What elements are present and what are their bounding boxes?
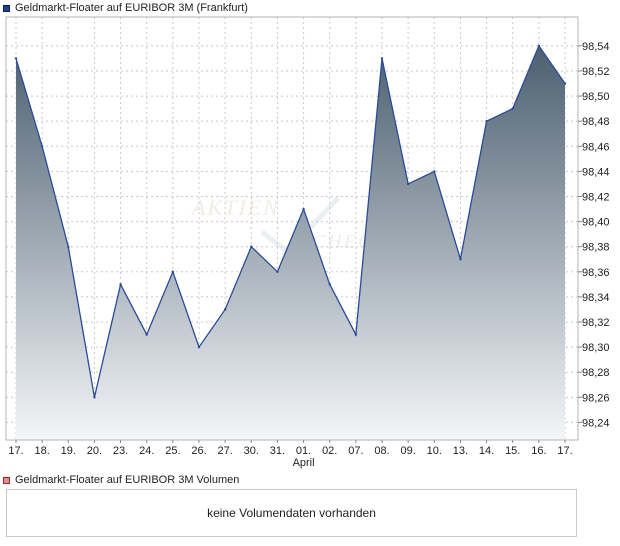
y-tick-label: 98,26: [582, 392, 610, 404]
legend-price-swatch: [3, 4, 10, 12]
x-tick-label: 17.: [8, 445, 23, 457]
price-point: [563, 82, 567, 85]
price-point: [276, 270, 279, 274]
price-point: [119, 283, 122, 286]
price-point: [328, 283, 331, 286]
y-tick-label: 98,28: [582, 367, 610, 379]
price-point: [485, 119, 488, 123]
price-point: [40, 145, 44, 148]
legend-volume-label: Geldmarkt-Floater auf EURIBOR 3M Volumen: [15, 474, 240, 486]
watermark-text-1: AKTIEN: [190, 195, 280, 220]
price-point: [537, 44, 541, 48]
price-chart: AKTIEN CHECK 98,2498,2698,2898,3098,3298…: [5, 16, 610, 469]
y-tick-label: 98,48: [582, 116, 610, 128]
y-tick-label: 98,40: [582, 217, 610, 229]
y-tick-label: 98,54: [582, 41, 610, 53]
x-tick-label: 23.: [113, 445, 128, 457]
price-point: [67, 245, 70, 248]
x-tick-label: 17.: [557, 445, 572, 457]
price-point: [14, 57, 18, 60]
x-tick-label: 30.: [244, 445, 259, 457]
price-area: [16, 45, 565, 440]
x-tick-label: 24.: [139, 445, 154, 457]
x-tick-label: 31.: [270, 445, 285, 457]
x-tick-label: 20.: [87, 445, 102, 457]
y-tick-label: 98,46: [582, 141, 610, 153]
price-point: [302, 207, 305, 211]
price-point: [223, 308, 227, 311]
legend-price: Geldmarkt-Floater auf EURIBOR 3M (Frankf…: [3, 2, 248, 14]
x-tick-label: 25.: [165, 445, 180, 457]
x-tick-label: 26.: [191, 445, 206, 457]
x-tick-label: 15.: [505, 445, 520, 457]
x-month-label: April: [293, 457, 315, 469]
x-tick-label: 14.: [479, 445, 494, 457]
price-point: [197, 345, 201, 349]
legend-price-label: Geldmarkt-Floater auf EURIBOR 3M (Frankf…: [15, 2, 248, 14]
price-point: [380, 57, 384, 60]
y-tick-label: 98,44: [582, 166, 610, 178]
price-point: [250, 245, 253, 248]
x-tick-label: 10.: [427, 445, 442, 457]
x-tick-label: 07.: [348, 445, 363, 457]
y-tick-label: 98,24: [582, 417, 610, 429]
x-tick-label: 27.: [217, 445, 232, 457]
y-tick-label: 98,30: [582, 342, 610, 354]
plot-frame: [5, 16, 579, 441]
x-tick-label: 09.: [400, 445, 415, 457]
y-tick-label: 98,42: [582, 191, 610, 203]
x-tick-label: 01.: [296, 445, 311, 457]
x-tick-label: 13.: [453, 445, 468, 457]
y-tick-label: 98,50: [582, 91, 610, 103]
price-line: [15, 44, 566, 398]
price-point: [433, 170, 436, 173]
y-tick-label: 98,38: [582, 242, 610, 254]
x-tick-label: 02.: [322, 445, 337, 457]
y-tick-label: 98,34: [582, 292, 610, 304]
x-tick-label: 08.: [374, 445, 389, 457]
x-tick-label: 19.: [61, 445, 76, 457]
legend-volume: Geldmarkt-Floater auf EURIBOR 3M Volumen: [3, 474, 239, 486]
price-point: [459, 258, 462, 261]
x-tick-label: 16.: [531, 445, 546, 457]
price-point: [145, 333, 148, 336]
price-point: [354, 333, 358, 336]
y-tick-label: 98,52: [582, 66, 610, 78]
volume-empty-message: keine Volumendaten vorhanden: [207, 506, 376, 520]
y-tick-label: 98,36: [582, 267, 610, 279]
price-point: [406, 182, 410, 186]
price-point: [511, 107, 514, 110]
x-tick-label: 18.: [34, 445, 49, 457]
price-point: [93, 396, 96, 399]
volume-panel: keine Volumendaten vorhanden: [6, 489, 577, 537]
y-tick-label: 98,32: [582, 317, 610, 329]
legend-volume-swatch: [3, 476, 10, 484]
price-point: [171, 270, 175, 274]
